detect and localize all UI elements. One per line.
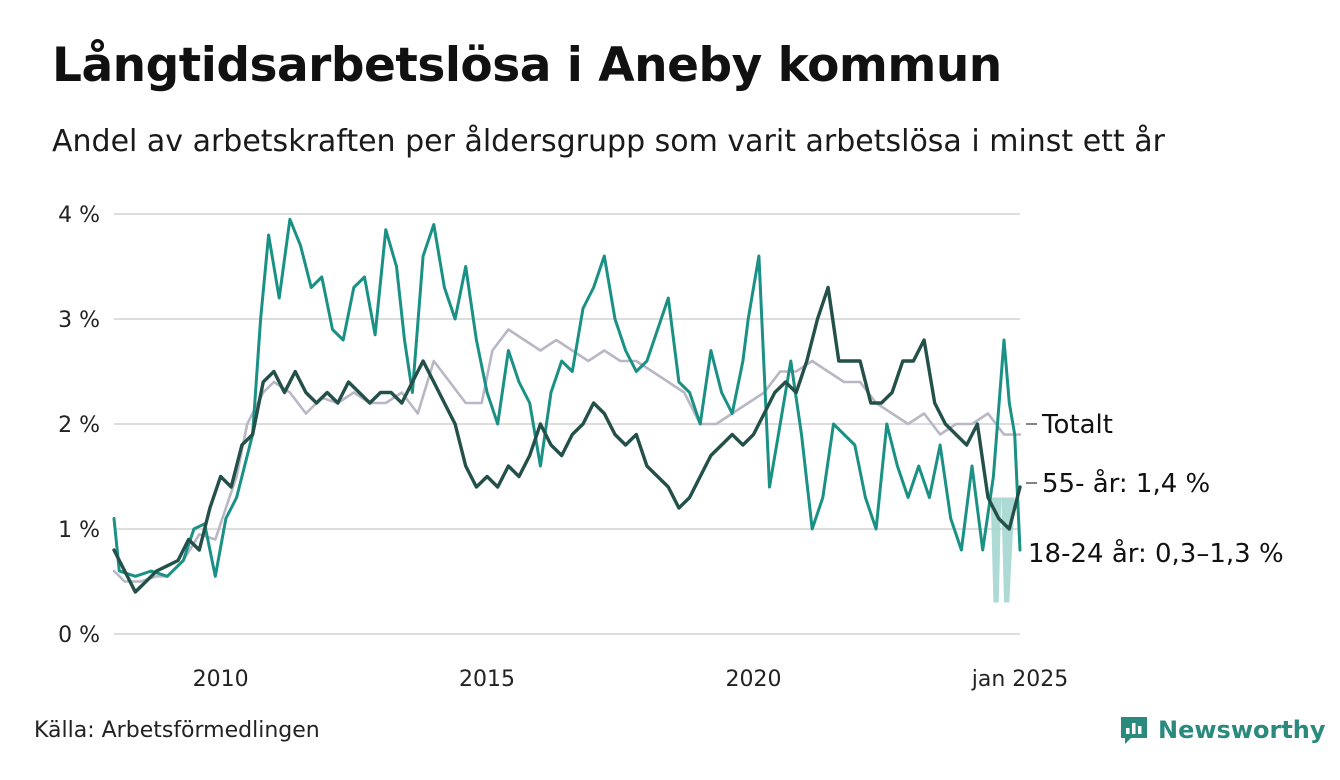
- series-line-age55: [112, 285, 1022, 594]
- axis-labels: 0 % 1 % 2 % 3 % 4 % 2010 2015 2020 jan 2025: [58, 203, 1068, 692]
- uncertainty-band: [990, 497, 1015, 603]
- series-line-age1824: [112, 217, 1022, 578]
- end-label-age1824: 18-24 år: 0,3–1,3 %: [1028, 538, 1284, 569]
- bar-chart-speech-bubble-icon: [1121, 717, 1147, 744]
- band-18-24: [990, 497, 1015, 603]
- series-line-totalt: [112, 328, 1022, 583]
- chart-subtitle: Andel av arbetskraften per åldersgrupp s…: [52, 124, 1165, 159]
- source-note: Källa: Arbetsförmedlingen: [34, 718, 320, 743]
- y-tick-label: 2 %: [58, 413, 100, 438]
- series-lines: [112, 217, 1022, 594]
- end-label-age55: 55- år: 1,4 %: [1042, 468, 1210, 499]
- brand-logo[interactable]: Newsworthy: [1118, 714, 1326, 746]
- end-label-totalt: Totalt: [1041, 410, 1113, 440]
- y-tick-label: 0 %: [58, 623, 100, 648]
- line-chart: Totalt 18-24 år: 0,3–1,3 % 55- år: 1,4 % 0…: [58, 203, 1284, 692]
- y-tick-label: 4 %: [58, 203, 100, 228]
- grid-lines: [114, 213, 1020, 635]
- x-tick-label: 2010: [193, 667, 249, 692]
- y-tick-label: 3 %: [58, 308, 100, 333]
- end-labels: Totalt 18-24 år: 0,3–1,3 % 55- år: 1,4 %: [1026, 410, 1284, 569]
- x-tick-label: 2020: [726, 667, 782, 692]
- x-tick-label: jan 2025: [971, 667, 1069, 692]
- x-tick-label: 2015: [459, 667, 515, 692]
- y-tick-label: 1 %: [58, 518, 100, 543]
- chart-title: Långtidsarbetslösa i Aneby kommun: [52, 38, 1002, 93]
- brand-name: Newsworthy: [1158, 716, 1326, 744]
